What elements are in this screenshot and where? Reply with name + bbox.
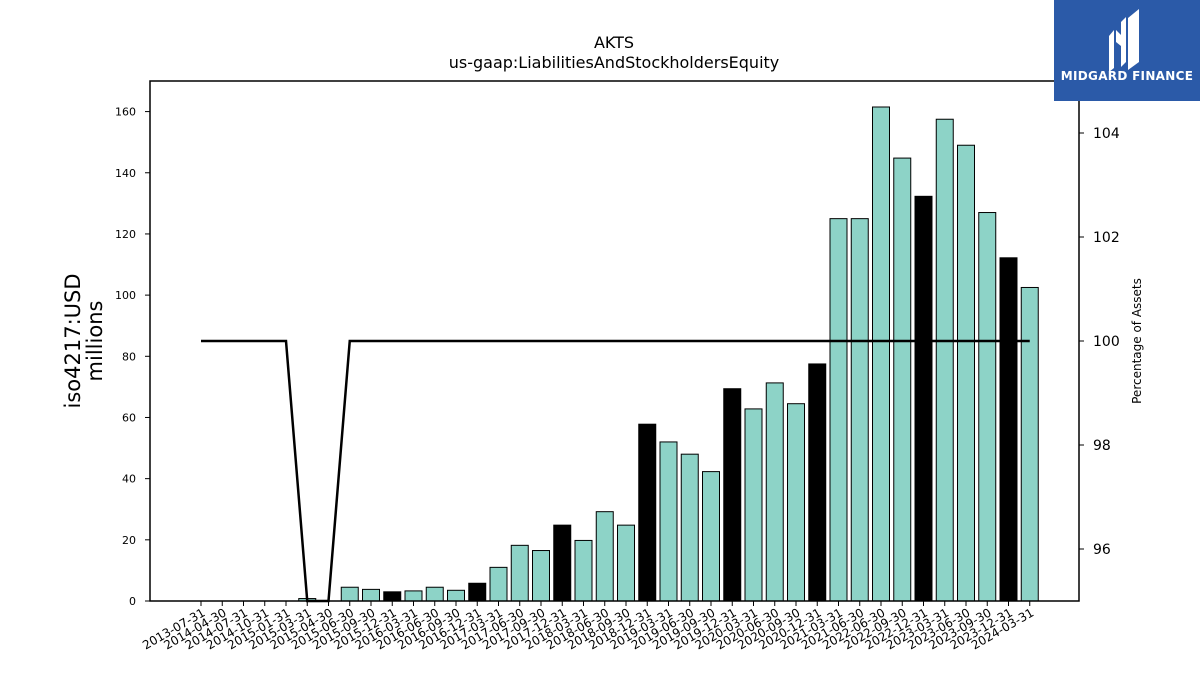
bar	[638, 423, 657, 602]
bar	[978, 212, 997, 602]
y-axis-left: 0 20 40 60 80 100 120 140 160	[115, 106, 150, 608]
bar	[702, 471, 720, 602]
bar	[574, 539, 593, 602]
y2-tick-label: 104	[1093, 126, 1120, 142]
bar	[765, 382, 784, 602]
bar	[404, 590, 423, 602]
midgard-logo-icon	[1109, 9, 1139, 72]
bar	[829, 218, 848, 602]
bar	[914, 195, 933, 602]
chart-subtitle: us-gaap:LiabilitiesAndStockholdersEquity	[449, 53, 780, 72]
bar	[425, 586, 444, 602]
bar	[659, 441, 678, 602]
y2-tick-label: 96	[1093, 542, 1111, 558]
bar	[808, 363, 827, 602]
bar	[362, 588, 380, 602]
y2-tick-label: 100	[1093, 334, 1120, 350]
y-axis-label-line: iso4217:USD	[61, 273, 85, 408]
bar-series	[298, 106, 1039, 602]
series-line	[201, 339, 1030, 603]
y-tick-label: 80	[122, 350, 136, 363]
y-tick-label: 100	[115, 289, 136, 302]
bar	[787, 403, 805, 602]
bar	[723, 388, 742, 602]
y2-axis-label: Percentage of Assets	[1130, 278, 1144, 404]
bar	[935, 118, 954, 602]
y2-tick-label: 102	[1093, 230, 1120, 246]
percentage-line	[201, 339, 1030, 603]
bar	[1020, 286, 1039, 602]
bar	[872, 106, 890, 602]
chart-title: AKTS	[594, 33, 634, 52]
bar	[595, 511, 614, 602]
y2-tick-label: 98	[1093, 438, 1111, 454]
y-axis-label-line: millions	[83, 301, 107, 382]
bar	[893, 157, 912, 602]
bar	[617, 524, 635, 602]
bar	[680, 453, 699, 602]
bar	[489, 566, 508, 602]
bar	[510, 544, 529, 602]
y-tick-label: 140	[115, 167, 136, 180]
brand-logo: MIDGARD FINANCE	[1054, 0, 1200, 101]
y-tick-label: 0	[129, 595, 136, 608]
y-axis-right: 96 98 100 102 104	[1079, 126, 1120, 558]
bar	[957, 144, 975, 602]
x-axis: 2013-07-312014-04-302014-07-312014-10-31…	[140, 601, 1036, 652]
bar	[850, 218, 869, 602]
bar	[383, 591, 402, 602]
bar	[340, 586, 359, 602]
bar	[744, 408, 763, 602]
y-axis-label: iso4217:USDmillions	[61, 273, 107, 408]
y-tick-label: 160	[115, 106, 136, 119]
bar	[999, 257, 1018, 602]
bar	[553, 524, 572, 602]
bar	[447, 589, 465, 602]
y-tick-label: 20	[122, 534, 136, 547]
y-tick-label: 40	[122, 473, 136, 486]
bar	[532, 550, 550, 602]
brand-name: MIDGARD FINANCE	[1060, 69, 1194, 83]
bar	[468, 582, 487, 602]
y-tick-label: 60	[122, 411, 136, 424]
y-tick-label: 120	[115, 228, 136, 241]
